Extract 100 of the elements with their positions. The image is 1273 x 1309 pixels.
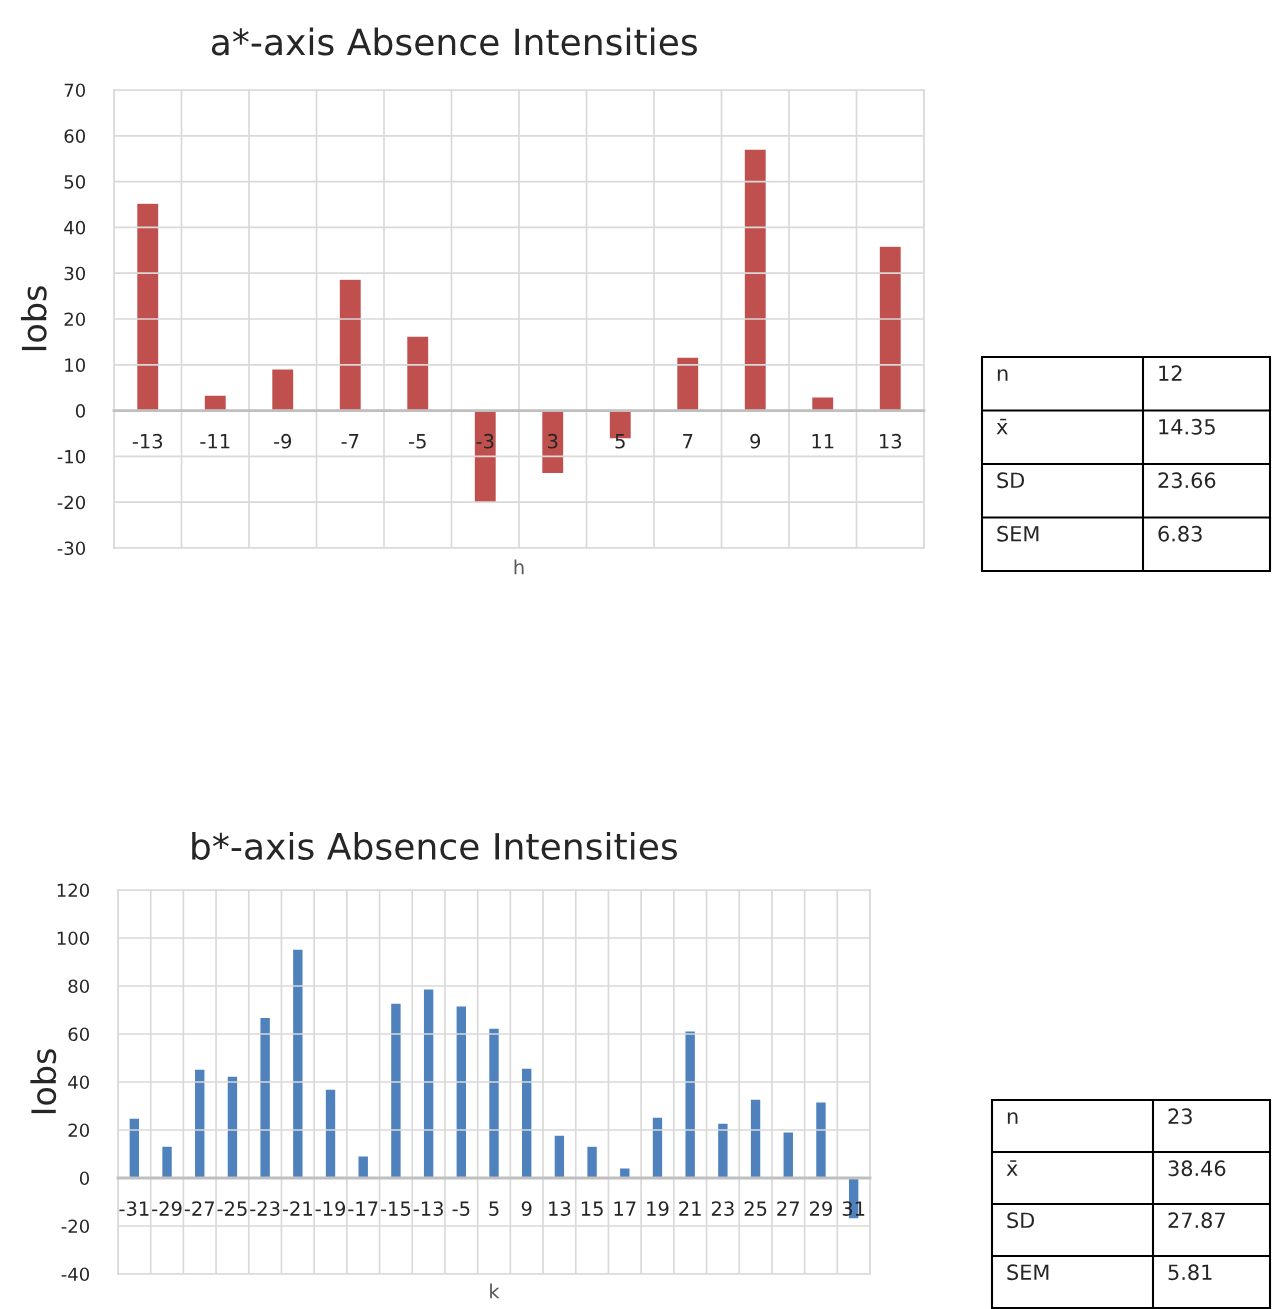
text: SEM bbox=[1007, 1264, 1049, 1281]
y-tick-label: 50 bbox=[64, 175, 86, 189]
x-tick-label: -5 bbox=[452, 1201, 470, 1216]
chart-title: b*-axis Absence Intensities bbox=[192, 832, 677, 860]
bar bbox=[540, 409, 565, 475]
bar bbox=[487, 1027, 501, 1179]
bar bbox=[585, 1145, 599, 1179]
y-tick-label: -40 bbox=[61, 1267, 90, 1282]
x-tick-label: 23 bbox=[711, 1201, 734, 1216]
bar bbox=[782, 1131, 795, 1179]
x-tick-label: 5 bbox=[489, 1201, 499, 1216]
y-tick-label: 20 bbox=[68, 1123, 90, 1138]
text: 23.66 bbox=[1158, 472, 1216, 489]
bar bbox=[324, 1088, 337, 1179]
x-tick-label: 9 bbox=[521, 1201, 532, 1216]
bar bbox=[193, 1068, 206, 1179]
x-tick-label: 15 bbox=[581, 1201, 603, 1216]
bar bbox=[259, 1016, 272, 1179]
y-tick-label: 70 bbox=[64, 83, 86, 98]
x-tick-label: -9 bbox=[274, 433, 292, 449]
x-tick-label: 19 bbox=[647, 1201, 669, 1216]
x-tick-label: -11 bbox=[200, 434, 230, 449]
x-tick-label: -27 bbox=[184, 1201, 214, 1216]
y-tick-label: -30 bbox=[57, 541, 86, 556]
y-tick-label: 40 bbox=[64, 220, 86, 235]
x-tick-label: 25 bbox=[744, 1201, 767, 1216]
bar bbox=[291, 948, 304, 1179]
y-axis-title: Iobs bbox=[30, 1049, 57, 1114]
y-tick-label: 120 bbox=[57, 883, 90, 898]
bar bbox=[405, 335, 430, 412]
text: 27.87 bbox=[1168, 1212, 1225, 1229]
x-tick-label: -5 bbox=[409, 434, 426, 449]
bar bbox=[203, 394, 228, 412]
text: 5.81 bbox=[1168, 1264, 1212, 1281]
text: 23 bbox=[1168, 1108, 1192, 1125]
text: SEM bbox=[997, 525, 1039, 542]
x-tick-label: 5 bbox=[615, 434, 625, 449]
bar bbox=[160, 1145, 174, 1179]
x-tick-label: -23 bbox=[250, 1201, 280, 1216]
x-tick-label: -25 bbox=[217, 1201, 247, 1216]
bar bbox=[651, 1116, 664, 1179]
bar bbox=[749, 1098, 762, 1179]
y-tick-label: 40 bbox=[68, 1075, 90, 1090]
x-axis-title: k bbox=[490, 1283, 500, 1299]
y-tick-label: 10 bbox=[65, 358, 86, 372]
text: 12 bbox=[1159, 365, 1182, 381]
bar bbox=[226, 1075, 239, 1179]
x-tick-label: 13 bbox=[880, 433, 902, 449]
y-tick-label: 0 bbox=[75, 404, 86, 418]
x-tick-label: -19 bbox=[315, 1201, 346, 1216]
y-tick-label: -20 bbox=[57, 495, 86, 510]
y-tick-label: 80 bbox=[68, 979, 90, 994]
x-tick-label: -31 bbox=[119, 1201, 149, 1216]
y-tick-label: 30 bbox=[64, 266, 86, 281]
bar bbox=[270, 368, 295, 412]
text: 38.46 bbox=[1168, 1160, 1226, 1177]
y-tick-label: 60 bbox=[64, 129, 86, 143]
x-tick-label: 3 bbox=[548, 433, 558, 449]
text: n bbox=[1007, 1112, 1018, 1124]
x-tick-label: -3 bbox=[476, 433, 494, 449]
bar bbox=[684, 1030, 697, 1179]
x-tick-label: -13 bbox=[132, 433, 163, 449]
x-tick-label: 27 bbox=[777, 1201, 799, 1216]
bar bbox=[553, 1134, 566, 1179]
bar bbox=[520, 1067, 533, 1179]
text: 6.83 bbox=[1158, 525, 1202, 542]
text: SD bbox=[997, 472, 1025, 489]
bar bbox=[473, 409, 498, 504]
x-tick-label: -13 bbox=[413, 1201, 443, 1216]
x-tick-label: -29 bbox=[152, 1201, 182, 1216]
text: n bbox=[997, 369, 1008, 381]
text: SD bbox=[1007, 1212, 1035, 1229]
text: 14.35 bbox=[1159, 418, 1215, 435]
x-tick-label: 29 bbox=[810, 1201, 832, 1216]
bar bbox=[422, 988, 435, 1179]
x-axis-title: h bbox=[514, 559, 524, 575]
x-tick-label: -21 bbox=[282, 1201, 312, 1216]
y-tick-label: 20 bbox=[64, 312, 86, 327]
bar bbox=[716, 1122, 729, 1179]
x-tick-label: -15 bbox=[380, 1201, 411, 1216]
text: x̄ bbox=[996, 418, 1008, 435]
x-tick-label: 13 bbox=[549, 1201, 571, 1216]
x-tick-label: 17 bbox=[614, 1201, 636, 1216]
bar bbox=[878, 245, 903, 412]
x-tick-label: -17 bbox=[348, 1201, 378, 1216]
y-tick-label: -20 bbox=[61, 1219, 90, 1234]
bar bbox=[135, 202, 160, 412]
bar bbox=[743, 148, 768, 412]
chart-title: a*-axis Absence Intensities bbox=[211, 27, 697, 56]
x-tick-label: -7 bbox=[341, 434, 359, 449]
bar bbox=[338, 278, 363, 412]
bar bbox=[814, 1101, 828, 1179]
bar bbox=[455, 1005, 468, 1179]
bar bbox=[389, 1002, 403, 1179]
y-axis-title: Iobs bbox=[20, 286, 47, 351]
text: x̄ bbox=[1006, 1160, 1018, 1176]
y-tick-label: -10 bbox=[57, 449, 86, 464]
y-tick-label: 60 bbox=[68, 1027, 90, 1042]
bar bbox=[128, 1117, 141, 1179]
x-tick-label: 7 bbox=[683, 434, 693, 449]
